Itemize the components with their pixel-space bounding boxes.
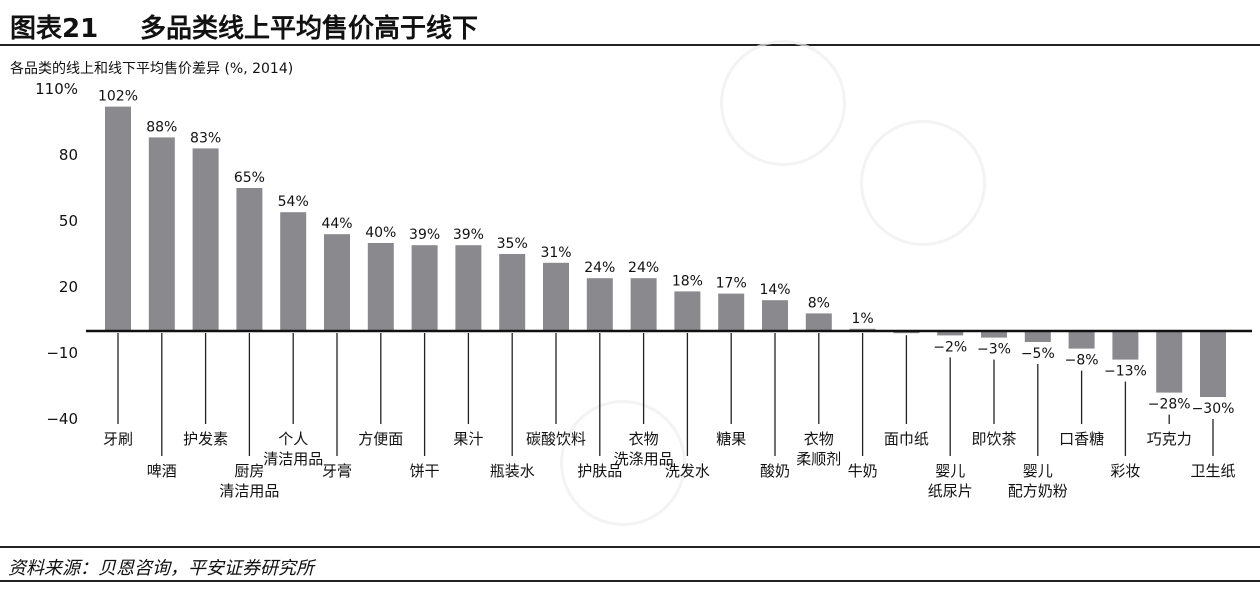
bar xyxy=(981,331,1007,338)
category-label: 口香糖 xyxy=(1059,430,1104,448)
bar xyxy=(192,148,219,331)
category-label: 酸奶 xyxy=(760,462,790,480)
category-label: 厨房清洁用品 xyxy=(219,462,279,500)
y-tick-label: 110% xyxy=(35,80,78,98)
category-label: 衣物洗涤用品 xyxy=(614,430,674,468)
data-label: 83% xyxy=(190,130,221,146)
data-label: 8% xyxy=(808,295,830,311)
watermark-logo-2 xyxy=(860,120,986,246)
bar xyxy=(718,293,745,331)
source-text: 资料来源：贝恩咨询，平安证券研究所 xyxy=(8,558,314,579)
category-label: 糖果 xyxy=(716,430,746,448)
category-label: 护发素 xyxy=(183,430,228,448)
data-label: 102% xyxy=(98,89,138,105)
y-tick-label: 50 xyxy=(59,212,78,230)
category-label: 面巾纸 xyxy=(884,430,929,448)
data-label: −30% xyxy=(1192,401,1235,417)
category-label: 啤酒 xyxy=(147,462,177,480)
bar xyxy=(280,212,307,331)
data-label: 54% xyxy=(278,194,309,210)
category-label: 巧克力 xyxy=(1147,430,1192,448)
data-label: 1% xyxy=(851,311,873,327)
bar xyxy=(586,278,613,331)
bar xyxy=(499,254,526,331)
data-label: 31% xyxy=(540,245,571,261)
data-label: 17% xyxy=(716,276,747,292)
bar xyxy=(762,300,788,331)
category-label: 碳酸饮料 xyxy=(526,430,586,448)
bar xyxy=(674,291,701,331)
data-label: 24% xyxy=(584,260,615,276)
category-label: 牙刷 xyxy=(103,430,133,448)
category-label: 衣物柔顺剂 xyxy=(796,430,841,468)
bar xyxy=(1112,331,1139,360)
category-label: 即饮茶 xyxy=(971,430,1016,448)
y-tick-label: −40 xyxy=(46,410,78,428)
data-label: 35% xyxy=(497,236,528,252)
figure-number: 图表21 xyxy=(10,14,99,44)
bar xyxy=(937,331,964,336)
bar xyxy=(543,262,569,331)
data-label: 88% xyxy=(146,119,177,135)
bar xyxy=(324,234,350,331)
y-tick-label: 80 xyxy=(59,146,78,164)
data-label: −13% xyxy=(1104,364,1147,380)
data-label: −2% xyxy=(933,339,967,355)
category-label: 牙膏 xyxy=(322,462,352,480)
category-label: 饼干 xyxy=(410,462,440,480)
chart-title: 各品类的线上和线下平均售价差异 (%, 2014) xyxy=(10,61,294,77)
figure-header: 图表21 多品类线上平均售价高于线下 xyxy=(0,0,1260,46)
bar xyxy=(105,106,131,331)
category-label: 彩妆 xyxy=(1110,462,1140,480)
y-tick-label: −10 xyxy=(46,344,78,362)
category-label: 婴儿配方奶粉 xyxy=(1008,462,1068,500)
data-label: 14% xyxy=(759,282,790,298)
data-label: 18% xyxy=(672,273,703,289)
bar xyxy=(411,245,438,331)
bar xyxy=(1156,331,1183,393)
bar xyxy=(1024,331,1051,342)
bar xyxy=(455,245,482,331)
category-label: 瓶装水 xyxy=(490,462,535,480)
bar xyxy=(367,243,394,331)
category-label: 牛奶 xyxy=(848,462,878,480)
category-label: 个人清洁用品 xyxy=(263,430,323,468)
watermark-logo-1 xyxy=(720,40,846,166)
source-footer: 资料来源：贝恩咨询，平安证券研究所 xyxy=(0,546,1260,582)
data-label: 39% xyxy=(453,227,484,243)
y-tick-label: 20 xyxy=(59,278,78,296)
category-label: 卫生纸 xyxy=(1190,462,1235,480)
bar xyxy=(805,313,832,331)
data-label: 65% xyxy=(234,170,265,186)
bar-chart: 110% 80 50 20 −10 −40 102% 牙刷 88% 啤酒 83% 护发素 65% 厨房清洁… xyxy=(35,80,1252,500)
data-label: 40% xyxy=(365,225,396,241)
bar xyxy=(630,278,657,331)
watermark-logo-3 xyxy=(560,400,686,526)
data-label: −8% xyxy=(1065,353,1099,369)
category-label: 护肤品 xyxy=(577,462,622,480)
figure-title: 多品类线上平均售价高于线下 xyxy=(140,14,479,44)
bar xyxy=(1200,331,1226,397)
category-label: 婴儿纸尿片 xyxy=(928,462,973,500)
data-label: 44% xyxy=(321,216,352,232)
data-label: −28% xyxy=(1148,397,1191,413)
data-label: 39% xyxy=(409,227,440,243)
bar xyxy=(236,188,263,331)
data-label: 24% xyxy=(628,260,659,276)
data-label: −5% xyxy=(1021,346,1055,362)
bar xyxy=(148,137,175,331)
category-label: 方便面 xyxy=(358,430,403,448)
category-label: 果汁 xyxy=(453,430,483,448)
bar xyxy=(1068,331,1095,349)
category-label: 洗发水 xyxy=(665,462,710,480)
data-label: −3% xyxy=(977,342,1011,358)
